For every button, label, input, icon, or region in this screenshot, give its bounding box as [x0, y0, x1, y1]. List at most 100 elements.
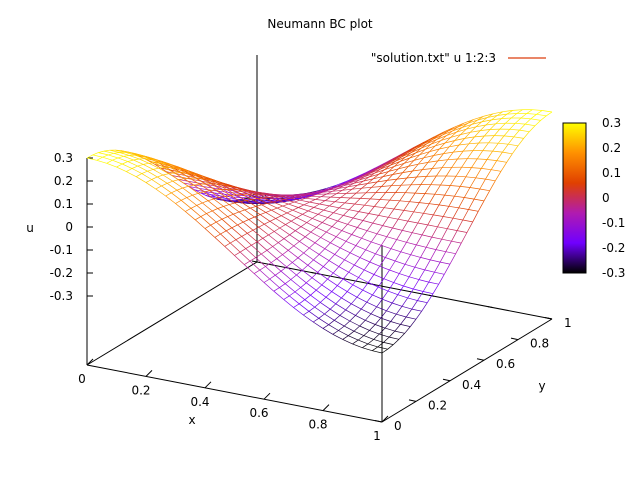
mesh-line — [212, 208, 218, 212]
mesh-line — [465, 176, 476, 179]
mesh-line — [200, 216, 211, 226]
mesh-line — [312, 191, 323, 194]
y-axis-line — [381, 318, 553, 423]
mesh-line — [377, 180, 388, 183]
mesh-line — [331, 226, 342, 231]
mesh-line — [257, 238, 263, 243]
mesh-line — [443, 146, 450, 154]
mesh-line — [234, 255, 245, 265]
mesh-line — [285, 224, 296, 231]
mesh-line — [221, 218, 233, 229]
x-tick-mark-back — [310, 271, 317, 274]
mesh-line — [279, 224, 286, 229]
mesh-line — [372, 286, 379, 296]
mesh-line — [376, 233, 387, 238]
mesh-line — [209, 189, 216, 192]
mesh-line — [370, 198, 381, 200]
mesh-line — [299, 236, 306, 242]
mesh-line — [123, 155, 134, 161]
mesh-line — [245, 244, 252, 249]
mesh-line — [348, 264, 355, 273]
mesh-line — [309, 201, 320, 205]
mesh-line — [276, 258, 287, 268]
mesh-line — [315, 199, 326, 201]
mesh-line — [451, 240, 462, 244]
mesh-line — [210, 221, 217, 226]
mesh-line — [464, 197, 475, 200]
mesh-line — [160, 162, 171, 168]
mesh-line — [396, 306, 403, 315]
mesh-line — [322, 190, 333, 193]
mesh-line — [328, 254, 335, 261]
mesh-line — [340, 197, 351, 199]
mesh-line — [314, 237, 321, 244]
mesh-line — [364, 204, 375, 207]
mesh-line — [108, 154, 119, 159]
mesh-line — [171, 175, 182, 178]
mesh-line — [419, 202, 430, 205]
mesh-line — [470, 130, 481, 133]
mesh-line — [140, 155, 151, 160]
mesh-line — [335, 303, 346, 311]
mesh-line — [457, 230, 468, 233]
mesh-line — [330, 193, 337, 198]
mesh-line — [211, 210, 223, 220]
mesh-line — [384, 207, 395, 210]
mesh-line — [435, 239, 443, 250]
mesh-line — [183, 182, 194, 186]
mesh-line — [366, 301, 377, 308]
colorbar: 0.3 0.2 0.1 0 -0.1 -0.2 -0.3 — [562, 116, 625, 280]
mesh-line — [351, 296, 358, 305]
mesh-line — [435, 249, 446, 253]
mesh-line — [444, 137, 451, 144]
mesh-line — [334, 254, 345, 261]
mesh-line — [450, 131, 457, 138]
axes — [86, 55, 553, 423]
mesh-line — [505, 117, 512, 124]
mesh-line — [378, 171, 389, 175]
mesh-line — [273, 231, 285, 239]
mesh-line — [351, 187, 362, 190]
mesh-line — [327, 212, 334, 218]
mesh-line — [411, 300, 418, 310]
mesh-line — [227, 216, 238, 226]
mesh-line — [481, 168, 492, 171]
mesh-line — [428, 281, 439, 285]
mesh-line — [417, 300, 428, 304]
mesh-line — [361, 183, 368, 189]
mesh-line — [305, 195, 312, 199]
mesh-line — [290, 274, 297, 280]
mesh-line — [468, 142, 479, 145]
mesh-line — [123, 155, 130, 157]
mesh-line — [224, 195, 231, 197]
mesh-line — [358, 204, 365, 212]
mesh-line — [337, 186, 348, 189]
mesh-line — [274, 196, 285, 200]
mesh-line — [413, 211, 424, 214]
mesh-line — [262, 238, 273, 247]
mesh-line — [455, 167, 462, 177]
mesh-line — [272, 246, 283, 255]
mesh-line — [409, 192, 416, 202]
mesh-line — [293, 241, 300, 247]
mesh-line — [206, 213, 217, 223]
mesh-line — [340, 193, 347, 198]
mesh-line — [315, 196, 322, 200]
mesh-line — [429, 145, 436, 152]
mesh-line — [348, 203, 355, 210]
mesh-line — [456, 219, 464, 231]
mesh-line — [467, 119, 478, 124]
mesh-line — [411, 222, 419, 233]
mesh-line — [372, 222, 383, 226]
y-tick-label: 0.2 — [428, 398, 447, 412]
mesh-line — [472, 211, 479, 223]
mesh-line — [379, 199, 390, 201]
mesh-line — [475, 168, 482, 178]
mesh-line — [353, 180, 364, 184]
mesh-line — [430, 139, 437, 145]
mesh-line — [401, 305, 412, 310]
mesh-line — [321, 278, 328, 286]
mesh-line — [377, 342, 384, 348]
mesh-line — [388, 166, 395, 172]
mesh-line — [394, 324, 401, 332]
